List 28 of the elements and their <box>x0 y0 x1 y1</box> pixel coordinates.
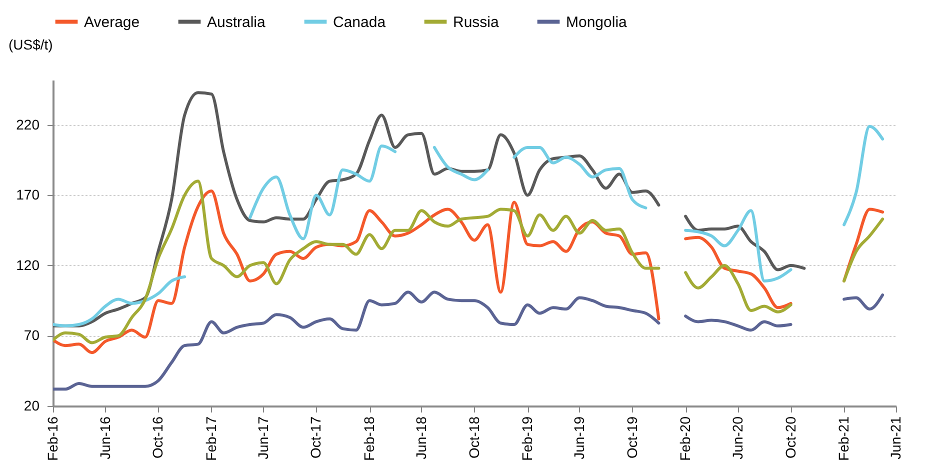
x-tick-label: Oct-20 <box>782 416 798 459</box>
x-tick-label: Feb-17 <box>202 416 219 461</box>
x-tick-label: Oct-17 <box>308 416 324 459</box>
y-tick-label: 170 <box>16 186 40 203</box>
x-tick-label: Jun-18 <box>412 416 429 460</box>
legend-label: Canada <box>333 14 386 31</box>
x-tick-label: Feb-19 <box>519 416 536 461</box>
y-axis-title: (US$/t) <box>8 36 53 52</box>
x-tick-label: Oct-16 <box>150 416 166 459</box>
x-tick-label: Oct-19 <box>624 416 640 459</box>
x-tick-label: Jun-16 <box>96 416 113 460</box>
legend-label: Australia <box>207 14 266 31</box>
x-tick-label: Feb-16 <box>44 416 60 461</box>
x-tick-label: Jun-17 <box>254 416 271 460</box>
x-tick-label: Jun-21 <box>888 416 904 460</box>
x-tick-label: Feb-21 <box>836 416 852 461</box>
x-tick-label: Oct-18 <box>466 416 482 459</box>
legend-label: Average <box>84 14 140 31</box>
legend-label: Mongolia <box>566 14 628 31</box>
y-tick-label: 20 <box>24 398 40 414</box>
x-tick-label: Jun-20 <box>729 416 746 460</box>
legend-label: Russia <box>453 14 500 31</box>
x-tick-label: Feb-18 <box>361 416 378 461</box>
y-tick-label: 120 <box>16 256 40 273</box>
y-tick-label: 220 <box>16 116 40 132</box>
x-tick-label: Feb-20 <box>677 416 694 461</box>
x-tick-label: Jun-19 <box>570 416 587 460</box>
y-tick-label: 70 <box>24 327 40 344</box>
